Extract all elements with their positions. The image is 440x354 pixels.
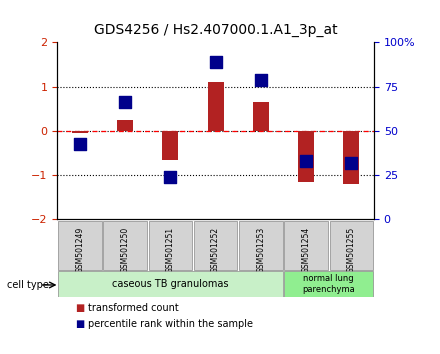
Point <box>167 175 174 180</box>
Text: GSM501253: GSM501253 <box>257 227 265 273</box>
Text: transformed count: transformed count <box>88 303 179 313</box>
FancyBboxPatch shape <box>58 221 102 270</box>
Bar <box>117 120 133 131</box>
Bar <box>208 82 224 131</box>
Bar <box>253 102 269 131</box>
FancyBboxPatch shape <box>58 271 282 297</box>
FancyBboxPatch shape <box>239 221 282 270</box>
FancyBboxPatch shape <box>284 221 328 270</box>
FancyBboxPatch shape <box>103 221 147 270</box>
Text: percentile rank within the sample: percentile rank within the sample <box>88 319 253 329</box>
Bar <box>298 131 314 182</box>
FancyBboxPatch shape <box>284 271 373 297</box>
Text: GSM501255: GSM501255 <box>347 227 356 273</box>
Text: GDS4256 / Hs2.407000.1.A1_3p_at: GDS4256 / Hs2.407000.1.A1_3p_at <box>94 23 337 37</box>
FancyBboxPatch shape <box>194 221 237 270</box>
FancyBboxPatch shape <box>149 221 192 270</box>
Text: GSM501254: GSM501254 <box>301 227 311 273</box>
Bar <box>162 131 178 160</box>
Point <box>348 160 355 166</box>
Text: ■: ■ <box>75 303 84 313</box>
Text: GSM501251: GSM501251 <box>166 227 175 273</box>
Text: normal lung
parenchyma: normal lung parenchyma <box>302 274 355 294</box>
Point <box>212 59 219 65</box>
Point <box>303 158 310 164</box>
Text: GSM501250: GSM501250 <box>121 227 130 273</box>
Bar <box>344 131 359 184</box>
Bar <box>72 131 88 133</box>
Text: ■: ■ <box>75 319 84 329</box>
Text: GSM501252: GSM501252 <box>211 227 220 273</box>
FancyBboxPatch shape <box>330 221 373 270</box>
Point <box>121 99 128 105</box>
Text: GSM501249: GSM501249 <box>75 227 84 273</box>
Point <box>76 142 83 147</box>
Text: caseous TB granulomas: caseous TB granulomas <box>112 279 229 289</box>
Point <box>257 77 264 83</box>
Text: cell type: cell type <box>7 280 48 290</box>
